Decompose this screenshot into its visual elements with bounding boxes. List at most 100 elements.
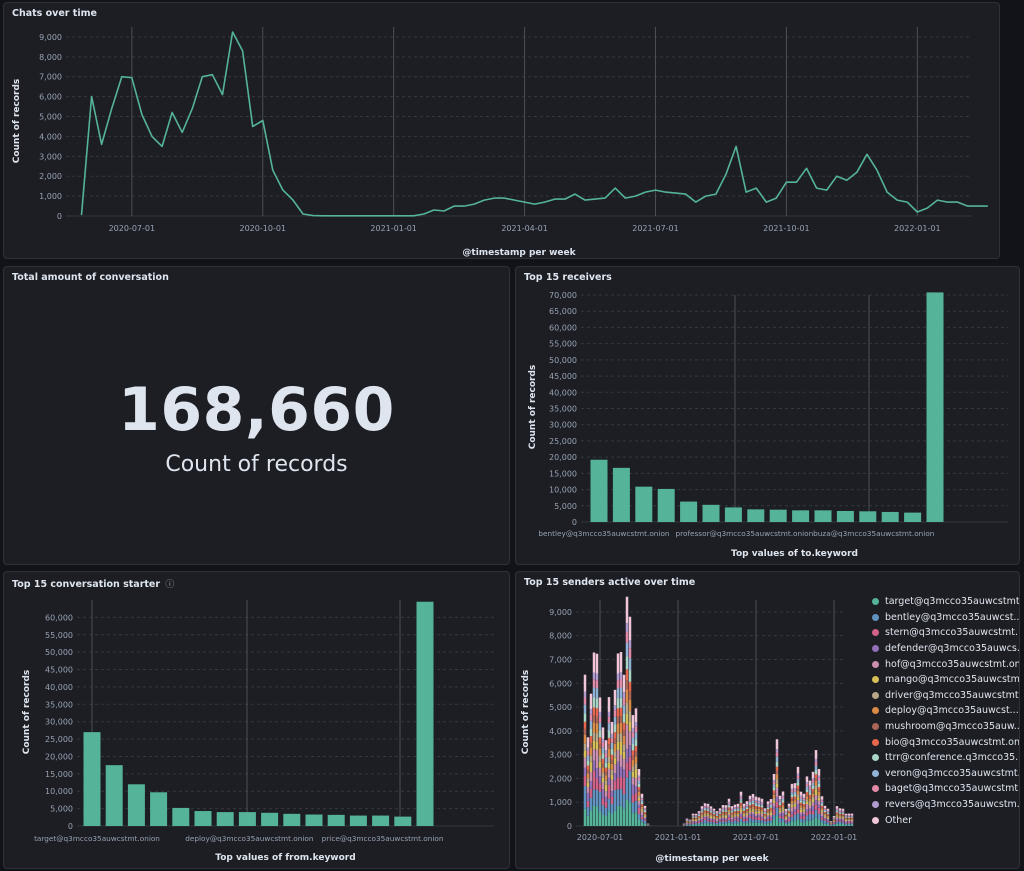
stacked-bar-segment xyxy=(739,802,743,805)
stacked-bar-segment xyxy=(742,808,746,810)
legend-item[interactable]: ttrr@conference.q3mcco35... xyxy=(872,750,1019,766)
y-tick-label: 40,000 xyxy=(45,683,73,692)
stacked-bar-segment xyxy=(772,790,776,793)
stacked-bar-segment xyxy=(745,815,749,818)
stacked-bar-segment xyxy=(820,808,824,810)
stacked-bar-segment xyxy=(751,793,755,798)
legend-item[interactable]: Other xyxy=(872,812,1019,828)
legend-item[interactable]: driver@q3mcco35auwcstmt... xyxy=(872,688,1019,704)
legend-label: mango@q3mcco35auwcstmt... xyxy=(885,674,1020,686)
stacked-bar-segment xyxy=(778,795,782,800)
stacked-bar-segment xyxy=(790,783,794,789)
stacked-bar-segment xyxy=(832,818,836,820)
stacked-bar-segment xyxy=(754,801,758,803)
stacked-bar-segment xyxy=(625,680,629,690)
legend-color-swatch xyxy=(872,691,879,699)
stacked-bar-segment xyxy=(724,820,728,822)
data-point xyxy=(885,190,890,195)
stacked-bar-segment xyxy=(811,805,815,811)
legend-item[interactable]: baget@q3mcco35auwcstmt... xyxy=(872,781,1019,797)
stacked-bar-segment xyxy=(757,811,761,814)
legend-item[interactable]: stern@q3mcco35auwcstmt... xyxy=(872,625,1019,641)
stacked-bar-segment xyxy=(610,763,614,770)
chats-over-time-panel: Chats over time 0 1,000 2,000 3,000 4,000 5,0… xyxy=(3,2,1000,259)
stacked-bar-segment xyxy=(715,817,719,818)
stacked-bar-segment xyxy=(712,824,716,826)
stacked-bar-segment xyxy=(628,802,632,826)
top-starters-chart[interactable]: 0 5,000 10,000 15,000 20,000 25,000 30,000 35,0… xyxy=(4,572,510,869)
legend-item[interactable]: defender@q3mcco35auwcs... xyxy=(872,641,1019,657)
legend-item[interactable]: bio@q3mcco35auwcstmt.on... xyxy=(872,734,1019,750)
stacked-bar-segment xyxy=(625,724,629,749)
y-tick-label: 25,000 xyxy=(45,735,73,744)
y-tick-label: 6,000 xyxy=(39,93,62,102)
stacked-bar-segment xyxy=(769,820,773,823)
stacked-bar-segment xyxy=(724,813,728,815)
stacked-bar-segment xyxy=(802,811,806,814)
stacked-bar-segment xyxy=(601,777,605,783)
stacked-bar-segment xyxy=(637,768,641,776)
stacked-bar-segment xyxy=(778,810,782,813)
stacked-bar-segment xyxy=(769,803,773,805)
stacked-bar-segment xyxy=(721,805,725,808)
legend-item[interactable]: veron@q3mcco35auwcstmt... xyxy=(872,766,1019,782)
stacked-bar-segment xyxy=(598,783,602,793)
stacked-bar-segment xyxy=(601,773,605,778)
stacked-bar-segment xyxy=(640,802,644,804)
stacked-bar-segment xyxy=(826,815,830,817)
stacked-bar-segment xyxy=(766,806,770,808)
total-conversation-panel: Total amount of conversation 168,660 Cou… xyxy=(3,266,510,565)
stacked-bar-segment xyxy=(616,750,620,762)
stacked-bar-segment xyxy=(811,799,815,803)
stacked-bar-segment xyxy=(730,813,734,815)
data-point xyxy=(754,186,759,191)
stacked-bar-segment xyxy=(760,812,764,814)
stacked-bar-segment xyxy=(691,815,695,817)
stacked-bar-segment xyxy=(847,813,851,816)
stacked-bar-segment xyxy=(838,818,842,820)
stacked-bar-segment xyxy=(754,796,758,801)
stacked-bar-segment xyxy=(784,816,788,818)
stacked-bar-segment xyxy=(832,824,836,826)
stacked-bar-segment xyxy=(643,823,647,826)
legend-item[interactable]: revers@q3mcco35auwcstm... xyxy=(872,797,1019,813)
data-point xyxy=(462,204,467,209)
legend-item[interactable]: target@q3mcco35auwcstmt... xyxy=(872,594,1019,610)
stacked-bar-segment xyxy=(787,818,791,822)
top-receivers-chart[interactable]: 0 5,000 10,000 15,000 20,000 25,000 30,000 35,0… xyxy=(516,267,1020,565)
stacked-bar-segment xyxy=(634,751,638,757)
stacked-bar-segment xyxy=(625,596,629,624)
stacked-bar-segment xyxy=(811,789,815,792)
stacked-bar-segment xyxy=(823,810,827,813)
stacked-bar-segment xyxy=(622,674,626,693)
senders-over-time-chart[interactable]: 0 1,000 2,000 3,000 4,000 5,000 6,000 7,000 8,00… xyxy=(516,572,866,869)
legend-item[interactable]: mushroom@q3mcco35auw... xyxy=(872,719,1019,735)
info-icon[interactable]: ⓘ xyxy=(165,580,175,590)
chats-over-time-chart[interactable]: 0 1,000 2,000 3,000 4,000 5,000 6,000 7,000 8,00… xyxy=(4,3,1000,259)
stacked-bar-segment xyxy=(583,721,587,729)
top-receivers-panel: Top 15 receivers 0 5,000 10,000 15,000 20,00… xyxy=(515,266,1020,565)
stacked-bar-segment xyxy=(703,810,707,812)
x-tick-label: 2021-01-01 xyxy=(655,833,702,842)
stacked-bar-segment xyxy=(757,800,761,802)
stacked-bar-segment xyxy=(730,810,734,812)
stacked-bar-segment xyxy=(634,746,638,752)
stacked-bar-segment xyxy=(619,687,623,698)
legend-item[interactable]: bentley@q3mcco35auwcst... xyxy=(872,610,1019,626)
stacked-bar-segment xyxy=(844,816,848,818)
stacked-bar-segment xyxy=(634,739,638,747)
stacked-bar-segment xyxy=(628,691,632,700)
stacked-bar-segment xyxy=(643,805,647,809)
stacked-bar-segment xyxy=(817,807,821,814)
stacked-bar-segment xyxy=(721,807,725,809)
stacked-bar-segment xyxy=(784,815,788,816)
legend-item[interactable]: mango@q3mcco35auwcstmt... xyxy=(872,672,1020,688)
stacked-bar-segment xyxy=(742,812,746,814)
legend-item[interactable]: hof@q3mcco35auwcstmt.on... xyxy=(872,656,1019,672)
stacked-bar-segment xyxy=(805,792,809,795)
legend-item[interactable]: deploy@q3mcco35auwcst... xyxy=(872,703,1019,719)
stacked-bar-segment xyxy=(616,761,620,778)
stacked-bar-segment xyxy=(817,780,821,784)
y-tick-label: 0 xyxy=(572,518,577,527)
stacked-bar-segment xyxy=(814,789,818,796)
